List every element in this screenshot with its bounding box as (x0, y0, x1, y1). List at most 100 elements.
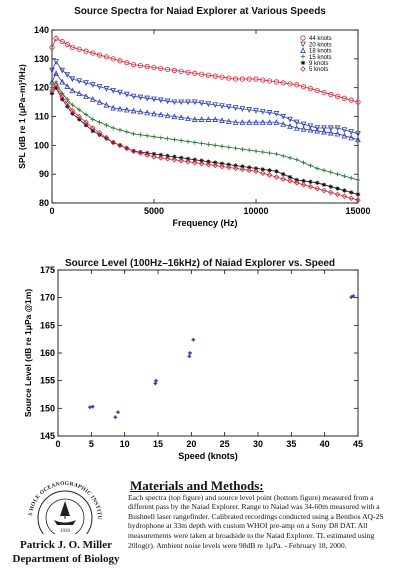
series-marker-3 (138, 132, 143, 137)
spectra-y-tick-label: 120 (34, 83, 49, 93)
legend-label-2: 18 knots (309, 49, 332, 55)
level-x-tick-label: 10 (120, 439, 130, 449)
series-marker-5 (314, 185, 320, 192)
series-marker-1 (110, 87, 117, 94)
series-marker-0 (192, 70, 198, 76)
level-y-tick-label: 165 (40, 320, 55, 330)
series-marker-0 (334, 93, 341, 99)
series-marker-5 (49, 87, 55, 94)
series-marker-2 (280, 121, 287, 127)
series-marker-3 (165, 136, 170, 141)
series-marker-0 (124, 60, 130, 66)
series-marker-5 (307, 183, 314, 190)
series-marker-4 (138, 149, 143, 155)
spectra-y-tick-label: 110 (34, 112, 49, 122)
level-x-axis-label: Speed (knots) (178, 451, 238, 461)
series-marker-2 (164, 112, 171, 119)
series-marker-2 (123, 106, 130, 113)
series-marker-5 (144, 152, 150, 158)
series-marker-3 (226, 145, 231, 150)
series-marker-3 (240, 146, 245, 152)
series-marker-3 (83, 112, 89, 117)
series-marker-4 (77, 117, 82, 122)
series-marker-5 (300, 181, 307, 188)
series-marker-0 (59, 38, 65, 45)
series-marker-2 (293, 124, 300, 131)
series-marker-5 (219, 163, 225, 170)
data-point-2 (113, 415, 118, 419)
spectra-chart-title: Source Spectra for Naiad Explorer at Var… (74, 6, 326, 17)
series-marker-4 (247, 165, 252, 170)
methods-section: Materials and Methods: Each spectra (top… (128, 479, 394, 550)
series-marker-2 (64, 83, 71, 89)
series-marker-4 (165, 153, 170, 159)
series-marker-4 (90, 128, 95, 134)
level-plot-frame (57, 269, 359, 437)
series-marker-2 (83, 93, 89, 99)
legend-label-0: 44 knots (309, 36, 332, 42)
series-marker-0 (246, 76, 252, 82)
spectra-x-tick-label: 15000 (345, 206, 370, 216)
series-marker-5 (110, 139, 116, 146)
series-marker-3 (124, 129, 129, 135)
series-marker-1 (341, 127, 348, 134)
legend-label-3: 15 knots (309, 55, 332, 61)
series-marker-1 (219, 103, 225, 110)
series-marker-2 (253, 119, 259, 125)
series-marker-4 (342, 188, 347, 193)
series-marker-3 (117, 127, 123, 133)
series-marker-0 (53, 36, 59, 42)
series-marker-5 (90, 125, 96, 131)
data-point-1 (90, 404, 95, 409)
series-marker-5 (103, 134, 110, 141)
series-marker-4 (321, 182, 327, 187)
series-marker-5 (266, 172, 273, 178)
series-marker-0 (328, 91, 334, 97)
series-marker-3 (267, 150, 272, 156)
whoi-logo: WOODS HOLE OCEANOGRAPHIC INSTITUTION 193… (7, 464, 120, 546)
series-marker-5 (59, 93, 65, 100)
series-marker-1 (191, 99, 198, 106)
series-marker-5 (96, 130, 103, 136)
series-marker-0 (90, 50, 96, 56)
series-marker-0 (103, 54, 110, 60)
series-marker-2 (341, 132, 348, 139)
series-marker-0 (355, 99, 361, 105)
series-marker-3 (77, 107, 82, 112)
series-marker-5 (205, 161, 212, 168)
series-marker-3 (206, 142, 211, 147)
level-y-tick-label: 150 (40, 403, 55, 413)
series-marker-1 (205, 101, 212, 108)
spectra-y-axis-label: SPL (dB re 1 (μPa–m)²/Hz) (17, 64, 27, 169)
legend-marker-0 (300, 35, 306, 41)
series-marker-2 (266, 119, 273, 125)
legend-marker-5 (300, 66, 306, 72)
series-marker-5 (334, 191, 341, 198)
level-y-tick-label: 170 (40, 293, 55, 303)
series-marker-1 (314, 125, 321, 132)
series-marker-2 (348, 134, 355, 141)
series-marker-2 (185, 115, 191, 122)
series-marker-0 (137, 62, 143, 69)
series-marker-2 (307, 126, 314, 133)
series-marker-0 (131, 61, 137, 68)
level-x-tick-label: 25 (220, 439, 230, 449)
spectra-y-tick-label: 130 (34, 54, 49, 64)
level-y-tick-label: 175 (40, 265, 55, 275)
series-marker-1 (130, 93, 137, 100)
series-marker-5 (253, 168, 259, 175)
data-point-10 (351, 294, 356, 298)
series-marker-1 (287, 116, 293, 123)
series-marker-4 (233, 163, 238, 168)
series-marker-4 (253, 166, 259, 171)
series-marker-5 (226, 164, 232, 171)
legend-label-1: 20 knots (309, 42, 332, 48)
source-level-chart-title: Source Level (100Hz–16kHz) of Naiad Expl… (64, 258, 336, 269)
series-marker-0 (314, 87, 320, 94)
series-marker-2 (205, 116, 212, 122)
level-x-tick-label: 5 (89, 439, 94, 449)
level-y-axis-label: Source Level (dB re 1μPa @1m) (23, 289, 33, 417)
level-x-tick-label: 35 (286, 439, 296, 449)
series-marker-1 (157, 97, 164, 104)
series-marker-5 (124, 145, 130, 151)
